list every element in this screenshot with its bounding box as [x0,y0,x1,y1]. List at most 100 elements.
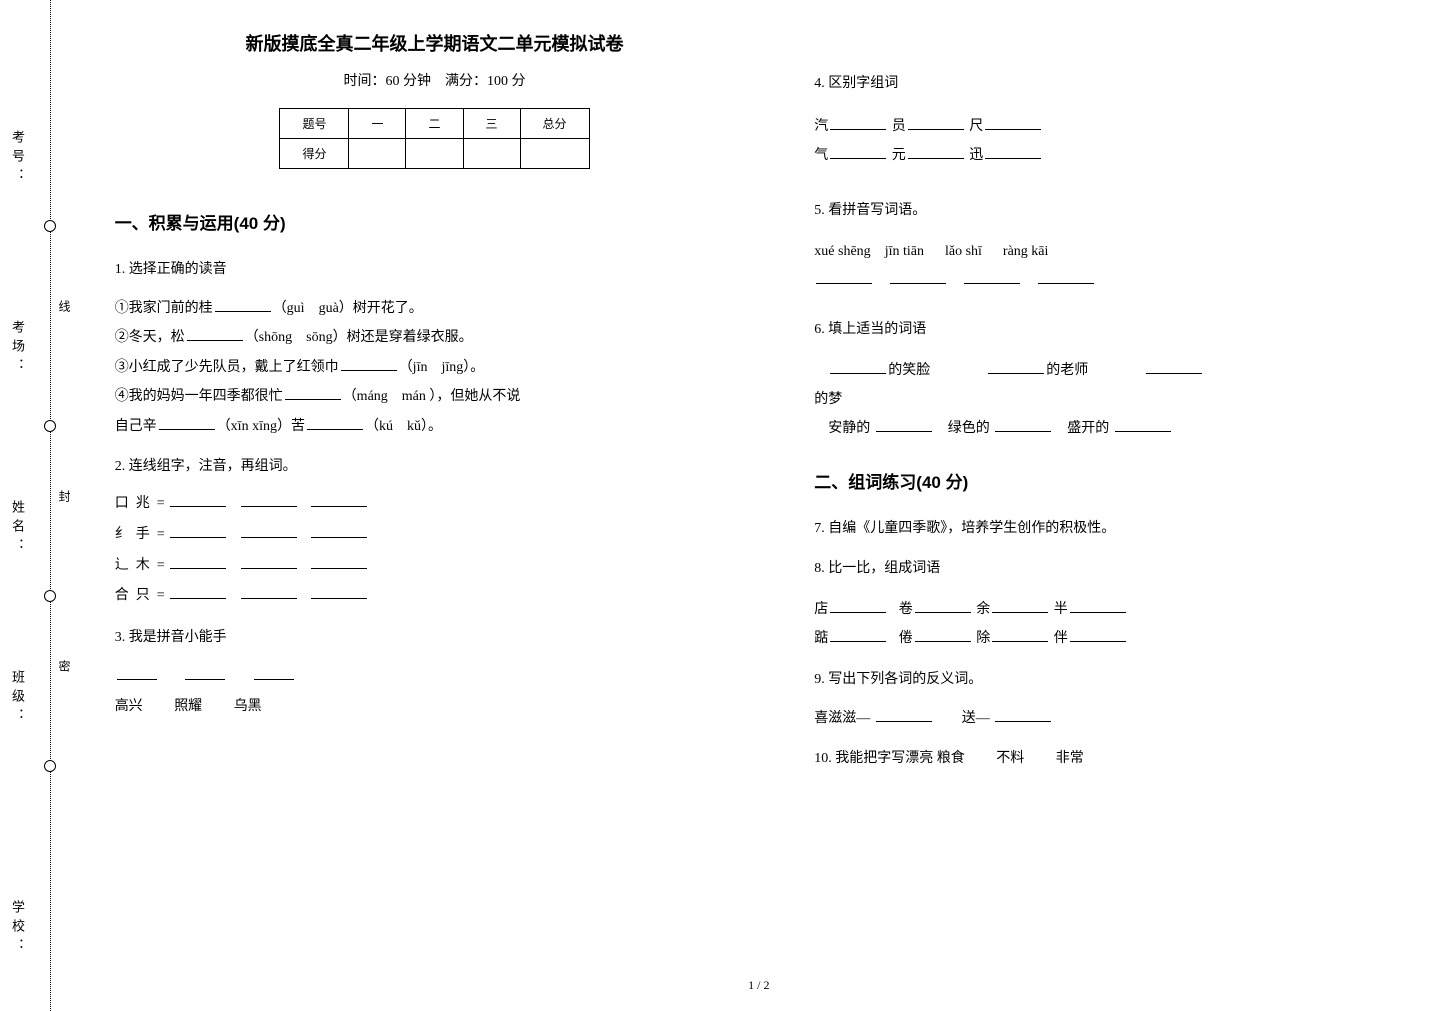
blank [185,666,225,680]
blank [1115,418,1171,432]
section-2-heading: 二、组词练习(40 分) [814,468,1393,493]
char: 纟 [115,527,129,542]
word: 粮食 [937,751,965,766]
blank [830,360,886,374]
q2-row: 合 只 = [115,581,755,612]
blank [170,524,226,538]
binding-circle [44,590,56,602]
question-6: 6. 填上适当的词语 的笑脸 的老师 的梦 安静的 绿色的 盛开的 [814,316,1393,444]
blank [241,524,297,538]
blank [985,145,1041,159]
char: 兆 [136,496,150,511]
question-3: 3. 我是拼音小能手 高兴 照耀 乌黑 [115,624,755,721]
char: 合 [115,588,129,603]
label-exam-id: 考号： [8,130,27,187]
blank [876,708,932,722]
char: 除 [976,631,990,646]
blank [285,386,341,400]
word: 照耀 [174,699,202,714]
blank [890,270,946,284]
question-2: 2. 连线组字，注音，再组词。 口 兆 = 纟 手 = [115,453,755,612]
char: 半 [1054,602,1068,617]
blank [915,599,971,613]
blank [307,416,363,430]
q3-title: 3. 我是拼音小能手 [115,624,755,652]
q1-text: ①我家门前的桂 [115,301,213,316]
score-row-label: 得分 [280,139,349,169]
blank [170,585,226,599]
word: 高兴 [115,699,143,714]
q1-text: （kú kǔ）。 [365,419,442,434]
q5-title: 5. 看拼音写词语。 [814,197,1393,225]
blank [908,145,964,159]
q2-title: 2. 连线组字，注音，再组词。 [115,453,755,481]
question-10: 10. 我能把字写漂亮 粮食 不料 非常 [814,745,1393,773]
label-exam-room: 考场： [8,320,27,377]
q1-text: 自己辛 [115,419,157,434]
blank [241,555,297,569]
score-col-1: 一 [349,109,406,139]
q5-blanks [814,266,1393,295]
word: 非常 [1056,751,1084,766]
label-class: 班级： [8,670,27,727]
blank [1038,270,1094,284]
page-number: 1 / 2 [748,978,769,993]
blank [254,666,294,680]
pinyin: ràng kāi [1003,244,1048,259]
q4-row: 气 元 迅 [814,141,1393,170]
phrase: 的梦 [814,392,842,407]
q1-text: （jīn jīng）。 [399,360,485,375]
q10-prefix: 10. 我能把字写漂亮 [814,751,933,766]
phrase: 安静的 [828,421,870,436]
blank [241,493,297,507]
q9-title: 9. 写出下列各词的反义词。 [814,666,1393,694]
label-school: 学校： [8,900,27,957]
blank [876,418,932,432]
full-score: 满分：100 分 [445,74,526,89]
q2-row: 辶 木 = [115,551,755,582]
eq: = [157,496,165,511]
column-right: 4. 区别字组词 汽 员 尺 气 元 迅 5. 看拼音写词语。 xué shēn… [814,30,1393,785]
phrase: 的老师 [1046,363,1088,378]
char: 伴 [1054,631,1068,646]
score-cell [406,139,463,169]
section-1-heading: 一、积累与运用(40 分) [115,209,755,234]
blank [187,327,243,341]
q4-row: 汽 员 尺 [814,112,1393,141]
char: 余 [976,602,990,617]
q1-text: （shōng sōng）树还是穿着绿衣服。 [245,330,473,345]
score-col-2: 二 [406,109,463,139]
score-cell [520,139,589,169]
question-4: 4. 区别字组词 汽 员 尺 气 元 迅 [814,70,1393,171]
pinyin: lǎo shī [945,244,982,259]
time-limit: 时间：60 分钟 [343,74,431,89]
question-8: 8. 比一比，组成词语 店 卷 余 半 踮 倦 除 伴 [814,555,1393,654]
blank [995,708,1051,722]
label-name: 姓名： [8,500,27,557]
blank [117,666,157,680]
q6-title: 6. 填上适当的词语 [814,316,1393,344]
score-table: 题号 一 二 三 总分 得分 [279,108,589,169]
q1-text: （xīn xīng）苦 [217,419,305,434]
seal-line-label: 线 [56,300,73,326]
q5-pinyin: xué shēng jīn tiān lǎo shī ràng kāi [814,237,1393,266]
q6-row: 的梦 [814,385,1393,414]
q1-title: 1. 选择正确的读音 [115,256,755,284]
q9-row: 喜滋滋— 送— [814,704,1393,733]
q1-text: ②冬天，松 [115,330,185,345]
score-col-label: 题号 [280,109,349,139]
blank [170,555,226,569]
word: 乌黑 [234,699,262,714]
blank [830,599,886,613]
binding-circle [44,220,56,232]
seal-line-label: 封 [56,490,73,516]
word: 不料 [996,751,1024,766]
char: 手 [136,527,150,542]
exam-subtitle: 时间：60 分钟 满分：100 分 [115,70,755,90]
q1-line: ①我家门前的桂（guì guà）树开花了。 [115,294,755,323]
blank [995,418,1051,432]
q1-line: 自己辛 （xīn xīng）苦 （kú kǔ）。 [115,412,755,441]
q3-words: 高兴 照耀 乌黑 [115,692,755,721]
phrase: 盛开的 [1067,421,1109,436]
question-1: 1. 选择正确的读音 ①我家门前的桂（guì guà）树开花了。 ②冬天，松 （s… [115,256,755,441]
